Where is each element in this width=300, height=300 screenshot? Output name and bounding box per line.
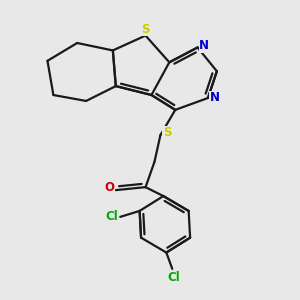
- Text: S: S: [163, 126, 171, 139]
- Text: N: N: [199, 40, 209, 52]
- Text: S: S: [141, 22, 150, 35]
- Text: Cl: Cl: [167, 271, 180, 284]
- Text: N: N: [209, 92, 220, 104]
- Text: O: O: [104, 181, 114, 194]
- Text: Cl: Cl: [106, 210, 118, 224]
